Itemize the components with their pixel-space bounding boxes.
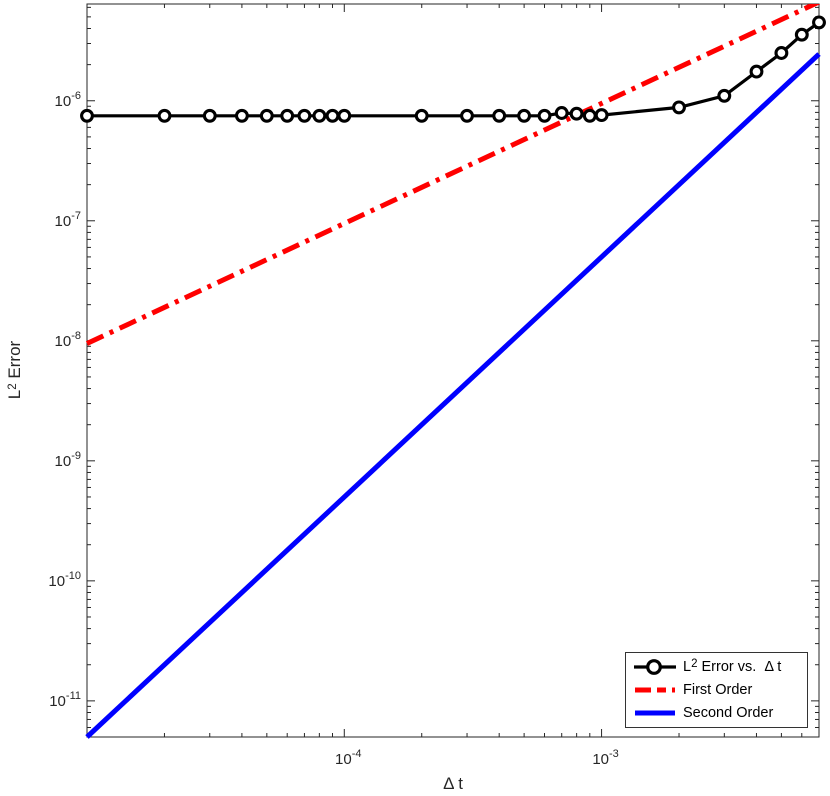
series-first-order — [85, 4, 821, 346]
legend-label-first-order: First Order — [683, 681, 753, 698]
data-point-marker — [794, 27, 809, 42]
data-point-marker — [297, 108, 312, 123]
data-point-marker — [234, 108, 249, 123]
legend-label-second-order: Second Order — [683, 705, 774, 721]
y-tick-label: 10-11 — [49, 690, 81, 710]
legend-sample-line-circle-icon — [634, 658, 676, 675]
series-line-first-order — [85, 4, 821, 346]
series-second-order — [85, 52, 821, 739]
y-tick-label: 10-10 — [48, 570, 81, 590]
y-axis-label: L2 Error — [5, 340, 24, 400]
data-point-marker — [259, 108, 274, 123]
data-point-marker — [157, 108, 172, 123]
y-tick-label: 10-7 — [55, 210, 81, 230]
data-point-marker — [337, 108, 352, 123]
data-point-marker — [554, 106, 569, 120]
data-point-marker — [812, 15, 826, 30]
data-point-marker — [717, 88, 732, 103]
legend-entry-second-order: Second Order — [633, 702, 803, 725]
legend: L2 Error vs. Δ t First Order Second Orde… — [625, 652, 808, 728]
data-point-marker — [672, 100, 686, 115]
data-point-marker — [517, 108, 532, 123]
y-tick-label: 10-6 — [55, 90, 81, 110]
legend-label-l2-error: L2 Error vs. Δ t — [683, 657, 782, 675]
data-point-marker — [749, 64, 764, 79]
y-tick-labels: 10-6 10-7 10-8 10-9 10-10 10-11 — [48, 90, 81, 710]
series-line-l-2-error-vs-t — [87, 21, 820, 118]
data-point-marker — [280, 108, 295, 123]
y-tick-label: 10-8 — [55, 330, 81, 350]
data-point-marker — [460, 108, 474, 123]
plot-border — [86, 3, 820, 738]
x-tick-labels: 10-4 10-3 — [335, 748, 619, 768]
data-point-marker — [492, 108, 507, 123]
data-point-marker — [582, 108, 597, 123]
legend-entry-l2-error: L2 Error vs. Δ t — [633, 655, 803, 678]
series-line-second-order — [85, 52, 821, 739]
x-tick-label: 10-3 — [592, 748, 618, 768]
data-point-marker — [569, 106, 584, 121]
data-point-marker — [414, 108, 429, 123]
data-point-marker — [537, 108, 552, 123]
axis-ticks — [87, 4, 819, 737]
data-point-marker — [594, 108, 609, 123]
data-point-marker — [80, 108, 94, 123]
x-axis-label: Δ t — [443, 774, 463, 793]
x-tick-label: 10-4 — [335, 748, 361, 768]
data-point-marker — [325, 108, 340, 123]
data-point-marker — [312, 108, 327, 123]
legend-entry-first-order: First Order — [633, 679, 803, 702]
legend-sample-solid-icon — [635, 710, 675, 716]
series-l-2-error-vs-t — [80, 15, 826, 123]
y-tick-label: 10-9 — [55, 450, 81, 470]
data-point-marker — [202, 108, 217, 123]
data-point-marker — [774, 46, 789, 60]
legend-sample-dashdot-icon — [635, 687, 675, 693]
